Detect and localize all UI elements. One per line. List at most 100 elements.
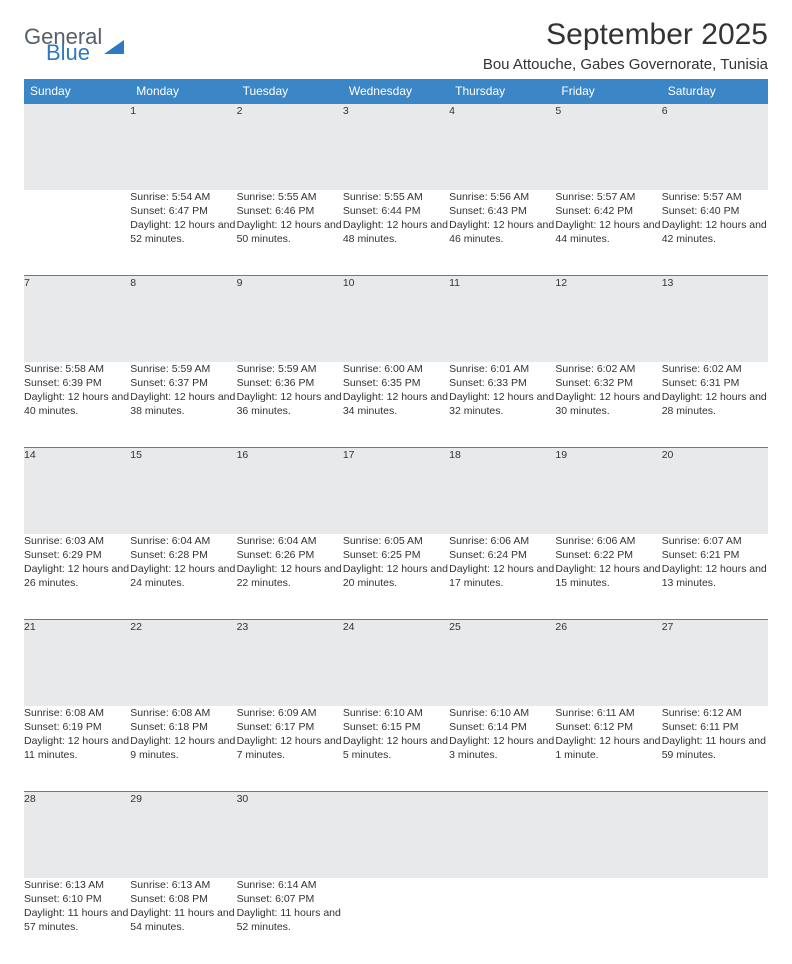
day-header: Tuesday [237, 79, 343, 104]
daylight-line: Daylight: 12 hours and 48 minutes. [343, 218, 449, 246]
daylight-line: Daylight: 12 hours and 11 minutes. [24, 734, 130, 762]
day-cell [555, 878, 661, 964]
day-cell: Sunrise: 5:55 AMSunset: 6:46 PMDaylight:… [237, 190, 343, 276]
sunset-line: Sunset: 6:29 PM [24, 548, 130, 562]
sunset-line: Sunset: 6:39 PM [24, 376, 130, 390]
day-cell: Sunrise: 5:59 AMSunset: 6:37 PMDaylight:… [130, 362, 236, 448]
sunrise-line: Sunrise: 6:13 AM [24, 878, 130, 892]
day-cell [24, 190, 130, 276]
sunset-line: Sunset: 6:21 PM [662, 548, 768, 562]
day-cell: Sunrise: 6:07 AMSunset: 6:21 PMDaylight:… [662, 534, 768, 620]
sunrise-line: Sunrise: 6:10 AM [343, 706, 449, 720]
day-cell: Sunrise: 6:09 AMSunset: 6:17 PMDaylight:… [237, 706, 343, 792]
day-cell: Sunrise: 6:08 AMSunset: 6:19 PMDaylight:… [24, 706, 130, 792]
day-number-cell: 1 [130, 104, 236, 190]
day-number-cell: 15 [130, 448, 236, 534]
sunset-line: Sunset: 6:47 PM [130, 204, 236, 218]
sunrise-line: Sunrise: 5:57 AM [555, 190, 661, 204]
day-number-cell [24, 104, 130, 190]
sunset-line: Sunset: 6:18 PM [130, 720, 236, 734]
daylight-line: Daylight: 12 hours and 1 minute. [555, 734, 661, 762]
sunrise-line: Sunrise: 5:55 AM [237, 190, 343, 204]
sunset-line: Sunset: 6:33 PM [449, 376, 555, 390]
sunrise-line: Sunrise: 5:55 AM [343, 190, 449, 204]
day-number-cell: 14 [24, 448, 130, 534]
daylight-line: Daylight: 12 hours and 20 minutes. [343, 562, 449, 590]
day-data-row: Sunrise: 6:03 AMSunset: 6:29 PMDaylight:… [24, 534, 768, 620]
brand-logo: General Blue [24, 18, 124, 64]
day-cell: Sunrise: 6:00 AMSunset: 6:35 PMDaylight:… [343, 362, 449, 448]
day-number-row: 282930 [24, 792, 768, 878]
day-cell: Sunrise: 6:06 AMSunset: 6:22 PMDaylight:… [555, 534, 661, 620]
daylight-line: Daylight: 12 hours and 7 minutes. [237, 734, 343, 762]
sunrise-line: Sunrise: 6:14 AM [237, 878, 343, 892]
day-data-row: Sunrise: 5:54 AMSunset: 6:47 PM Daylight:… [24, 190, 768, 276]
sunset-line: Sunset: 6:17 PM [237, 720, 343, 734]
day-cell [662, 878, 768, 964]
daylight-line: Daylight: 12 hours and 34 minutes. [343, 390, 449, 418]
day-cell: Sunrise: 6:03 AMSunset: 6:29 PMDaylight:… [24, 534, 130, 620]
day-cell: Sunrise: 6:02 AMSunset: 6:32 PMDaylight:… [555, 362, 661, 448]
day-number-cell: 19 [555, 448, 661, 534]
daylight-line: Daylight: 12 hours and 5 minutes. [343, 734, 449, 762]
day-header: Saturday [662, 79, 768, 104]
daylight-line: Daylight: 12 hours and 42 minutes. [662, 218, 768, 246]
brand-text: General Blue [24, 26, 102, 64]
day-cell: Sunrise: 6:12 AMSunset: 6:11 PMDaylight:… [662, 706, 768, 792]
day-header: Sunday [24, 79, 130, 104]
day-number-cell: 6 [662, 104, 768, 190]
sunset-line: Sunset: 6:25 PM [343, 548, 449, 562]
day-number-cell: 2 [237, 104, 343, 190]
calendar-table: SundayMondayTuesdayWednesdayThursdayFrid… [24, 79, 768, 964]
day-cell: Sunrise: 6:04 AMSunset: 6:28 PMDaylight:… [130, 534, 236, 620]
daylight-line: Daylight: 12 hours and 13 minutes. [662, 562, 768, 590]
daylight-line: Daylight: 12 hours and 17 minutes. [449, 562, 555, 590]
day-number-cell: 18 [449, 448, 555, 534]
day-number-cell: 25 [449, 620, 555, 706]
day-number-cell: 22 [130, 620, 236, 706]
sunset-line: Sunset: 6:42 PM [555, 204, 661, 218]
sunrise-line: Sunrise: 5:56 AM [449, 190, 555, 204]
calendar-page: General Blue September 2025 Bou Attouche… [0, 0, 792, 964]
daylight-line: Daylight: 12 hours and 26 minutes. [24, 562, 130, 590]
daylight-line: Daylight: 11 hours and 59 minutes. [662, 734, 768, 762]
sunrise-line: Sunrise: 6:09 AM [237, 706, 343, 720]
day-number-cell: 20 [662, 448, 768, 534]
day-number-row: 78910111213 [24, 276, 768, 362]
sunset-line: Sunset: 6:37 PM [130, 376, 236, 390]
sunrise-line: Sunrise: 6:03 AM [24, 534, 130, 548]
daylight-line: Daylight: 11 hours and 57 minutes. [24, 906, 130, 934]
day-cell: Sunrise: 6:06 AMSunset: 6:24 PMDaylight:… [449, 534, 555, 620]
sunrise-line: Sunrise: 5:57 AM [662, 190, 768, 204]
daylight-line: Daylight: 12 hours and 44 minutes. [555, 218, 661, 246]
sunset-line: Sunset: 6:35 PM [343, 376, 449, 390]
day-data-row: Sunrise: 5:58 AMSunset: 6:39 PMDaylight:… [24, 362, 768, 448]
sunset-line: Sunset: 6:22 PM [555, 548, 661, 562]
daylight-line: Daylight: 12 hours and 28 minutes. [662, 390, 768, 418]
sunrise-line: Sunrise: 6:06 AM [555, 534, 661, 548]
sunset-line: Sunset: 6:26 PM [237, 548, 343, 562]
daylight-line: Daylight: 12 hours and 3 minutes. [449, 734, 555, 762]
day-number-cell: 10 [343, 276, 449, 362]
daylight-line: Daylight: 12 hours and 36 minutes. [237, 390, 343, 418]
sunrise-line: Sunrise: 5:54 AM [130, 190, 236, 204]
day-cell: Sunrise: 6:13 AMSunset: 6:10 PMDaylight:… [24, 878, 130, 964]
sunset-line: Sunset: 6:36 PM [237, 376, 343, 390]
day-cell: Sunrise: 6:10 AMSunset: 6:15 PMDaylight:… [343, 706, 449, 792]
day-number-row: 21222324252627 [24, 620, 768, 706]
daylight-line: Daylight: 11 hours and 52 minutes. [237, 906, 343, 934]
daylight-line: Daylight: 12 hours and 30 minutes. [555, 390, 661, 418]
day-cell: Sunrise: 6:04 AMSunset: 6:26 PMDaylight:… [237, 534, 343, 620]
sunrise-line: Sunrise: 6:08 AM [130, 706, 236, 720]
sunset-line: Sunset: 6:07 PM [237, 892, 343, 906]
day-cell: Sunrise: 5:55 AMSunset: 6:44 PMDaylight:… [343, 190, 449, 276]
day-number-cell: 5 [555, 104, 661, 190]
day-number-cell: 23 [237, 620, 343, 706]
sunset-line: Sunset: 6:43 PM [449, 204, 555, 218]
title-block: September 2025 Bou Attouche, Gabes Gover… [483, 18, 768, 73]
day-cell: Sunrise: 5:58 AMSunset: 6:39 PMDaylight:… [24, 362, 130, 448]
daylight-line: Daylight: 12 hours and 24 minutes. [130, 562, 236, 590]
sunrise-line: Sunrise: 5:59 AM [237, 362, 343, 376]
sunset-line: Sunset: 6:24 PM [449, 548, 555, 562]
day-cell: Sunrise: 6:01 AMSunset: 6:33 PMDaylight:… [449, 362, 555, 448]
